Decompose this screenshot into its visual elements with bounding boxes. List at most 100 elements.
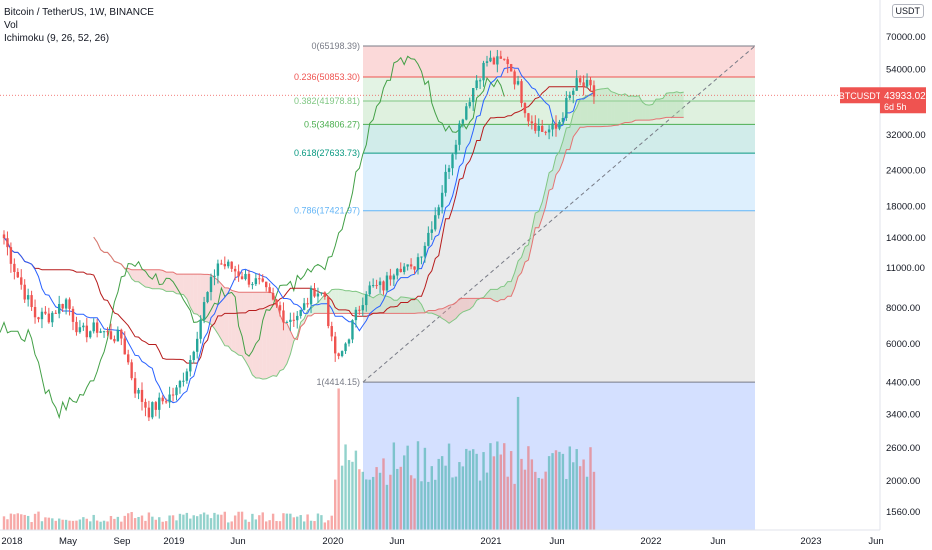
volume-bar xyxy=(151,516,154,530)
candle-body xyxy=(299,309,302,316)
x-tick-label: Jun xyxy=(710,536,725,547)
candle xyxy=(320,292,323,296)
candle xyxy=(33,299,37,324)
volume-bar xyxy=(23,514,26,530)
cloud-segment xyxy=(145,269,149,288)
cloud-segment xyxy=(193,274,198,315)
symbol-tag: BTCUSDT xyxy=(839,91,882,101)
volume-bar xyxy=(492,456,496,530)
volume-bar xyxy=(468,450,471,530)
candle-body xyxy=(516,81,520,85)
candle xyxy=(589,76,592,92)
candle xyxy=(340,350,344,358)
cloud-segment xyxy=(224,287,229,347)
candle-body xyxy=(458,123,461,145)
candle xyxy=(120,328,123,346)
candle-body xyxy=(589,79,592,86)
candle-body xyxy=(89,331,92,338)
volume-bar xyxy=(296,516,299,530)
candle-body xyxy=(465,106,468,120)
currency-badge[interactable]: USDT xyxy=(891,4,924,18)
volume-bar xyxy=(299,515,302,530)
candle-body xyxy=(544,131,547,133)
candle xyxy=(75,316,78,336)
volume-bar xyxy=(40,521,44,530)
candle xyxy=(265,281,268,292)
candle xyxy=(437,204,440,219)
cloud-segment xyxy=(621,93,625,124)
candle xyxy=(478,78,482,89)
volume-bar xyxy=(199,514,202,530)
volume-indicator-label[interactable]: Vol xyxy=(4,20,18,31)
candle-body xyxy=(151,402,154,418)
ichimoku-indicator-label[interactable]: Ichimoku (9, 26, 52, 26) xyxy=(4,33,110,44)
volume-bar xyxy=(171,515,175,530)
volume-bar xyxy=(223,511,226,530)
candle xyxy=(158,392,161,419)
cloud-segment xyxy=(152,269,156,289)
candle xyxy=(361,297,364,317)
candle xyxy=(347,338,351,347)
candle-body xyxy=(454,144,458,155)
cloud-segment xyxy=(580,97,584,128)
cloud-segment xyxy=(514,261,519,289)
candle xyxy=(582,75,585,96)
volume-bar xyxy=(323,522,327,530)
cloud-segment xyxy=(659,98,663,119)
fibonacci-retracement: 0(65198.39) 0.236(50853.30) 0.382(41978.81… xyxy=(294,41,756,530)
volume-bar xyxy=(206,514,209,530)
volume-bar xyxy=(109,516,113,530)
candle xyxy=(71,306,75,331)
candle-body xyxy=(23,284,26,300)
x-tick-label: 2022 xyxy=(640,536,661,547)
cloud-segment xyxy=(573,107,577,137)
cloud-segment xyxy=(600,88,605,127)
candle-body xyxy=(468,102,471,107)
candle-body xyxy=(289,319,292,322)
volume-bar xyxy=(196,516,199,530)
cloud-segment xyxy=(242,292,246,362)
volume-bar xyxy=(175,520,178,530)
symbol-title[interactable]: Bitcoin / TetherUS, 1W, BINANCE xyxy=(4,7,154,18)
candle xyxy=(302,297,306,311)
candle-body xyxy=(33,307,37,318)
candle xyxy=(561,112,565,125)
candle xyxy=(475,75,478,91)
volume-bar xyxy=(537,477,540,530)
candle xyxy=(47,307,51,324)
candle xyxy=(6,231,9,256)
cloud-segment xyxy=(159,269,163,290)
cloud-segment xyxy=(418,300,422,314)
candle-body xyxy=(344,343,347,352)
cloud-segment xyxy=(545,172,550,207)
candle-body xyxy=(561,117,565,122)
candle-body xyxy=(409,264,413,267)
volume-bar xyxy=(506,476,509,530)
volume-bar xyxy=(358,469,361,530)
candle xyxy=(192,350,195,364)
volume-bar xyxy=(237,511,240,530)
candle-body xyxy=(168,394,171,403)
volume-bar xyxy=(292,517,295,530)
volume-bar xyxy=(258,515,261,530)
candle xyxy=(447,164,451,180)
volume-bar xyxy=(575,449,578,530)
volume-bar xyxy=(551,453,554,530)
volume-bar xyxy=(265,521,268,530)
fib-zone-0 xyxy=(363,45,755,78)
candle xyxy=(499,50,502,59)
candle-body xyxy=(430,229,433,233)
y-tick-label: 70000.00 xyxy=(886,32,926,43)
candle-body xyxy=(161,397,164,402)
candle xyxy=(568,91,571,101)
candle xyxy=(537,118,540,137)
cloud-segment xyxy=(228,288,232,351)
cloud-segment xyxy=(649,104,653,121)
volume-bar xyxy=(20,514,23,530)
cloud-segment xyxy=(569,113,574,150)
candle xyxy=(20,269,23,290)
volume-bar xyxy=(6,519,9,530)
cloud-segment xyxy=(345,290,349,314)
fib-zone-0.618 xyxy=(363,153,755,211)
